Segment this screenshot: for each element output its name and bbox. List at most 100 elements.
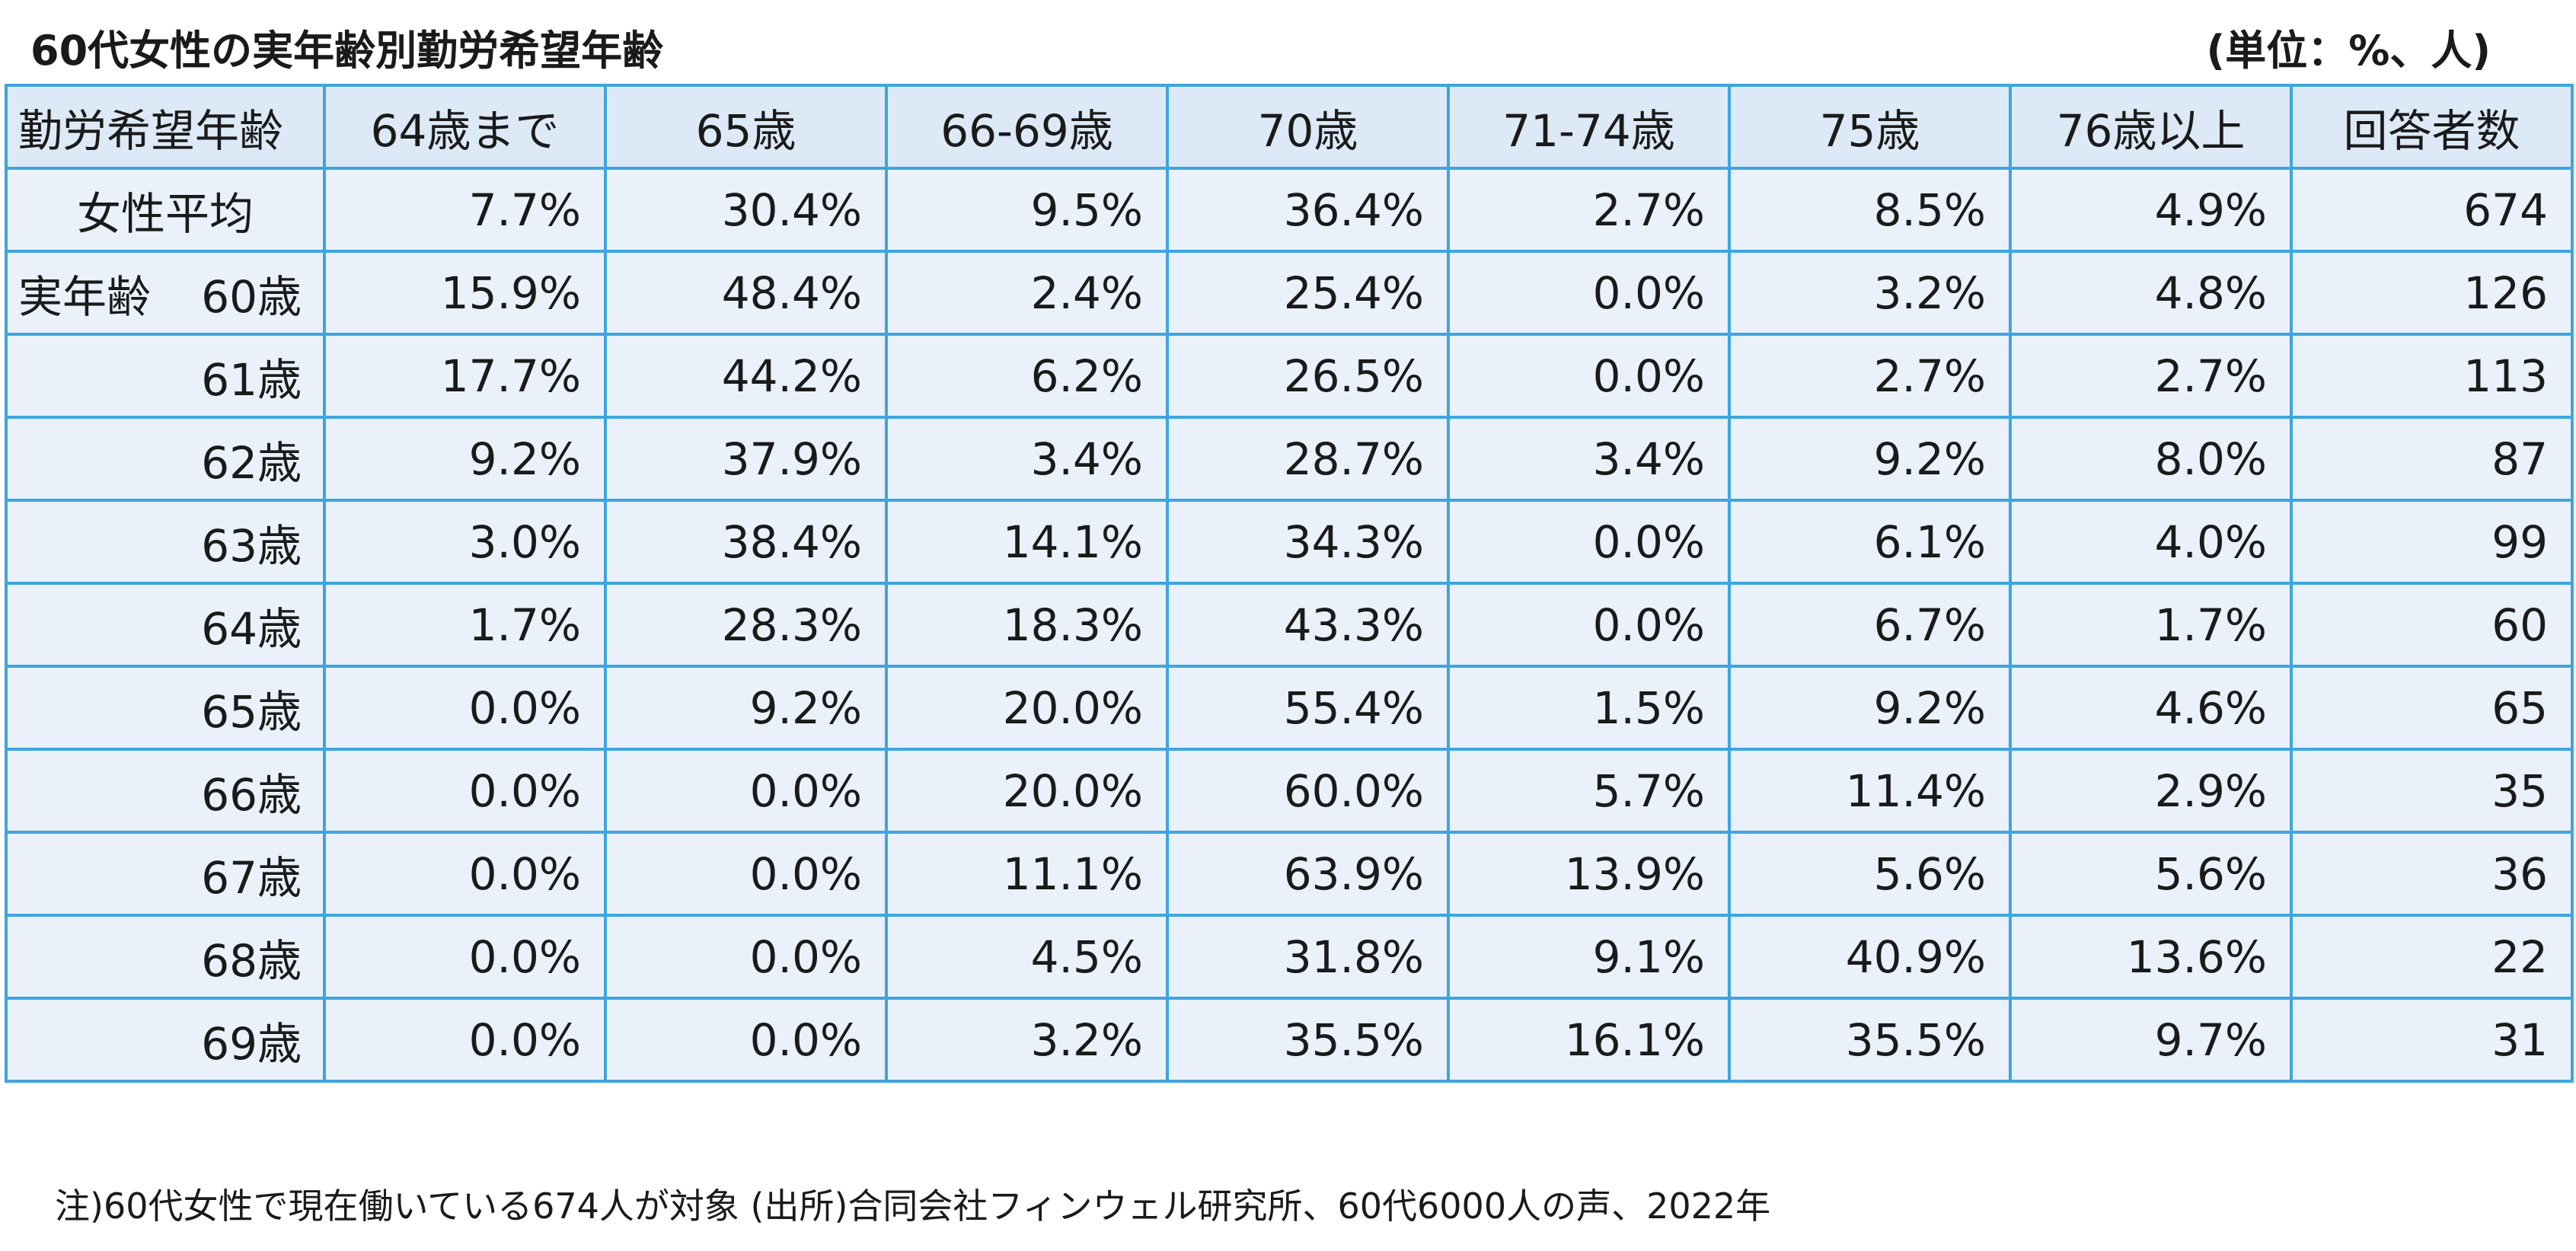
table-cell: 1.7%	[323, 582, 607, 668]
table-cell: 0.0%	[323, 665, 607, 751]
table-cell: 26.5%	[1166, 333, 1450, 419]
table-cell: 14.1%	[885, 499, 1169, 585]
row-label: 64歳	[5, 582, 326, 668]
table-cell: 28.7%	[1166, 416, 1450, 502]
table-cell: 60	[2290, 582, 2574, 668]
table-cell: 2.7%	[2009, 333, 2293, 419]
table-cell: 0.0%	[323, 997, 607, 1083]
table-cell: 11.4%	[1728, 748, 2012, 834]
table-cell: 25.4%	[1166, 250, 1450, 336]
table-cell: 9.1%	[1447, 914, 1731, 1000]
table-cell: 5.6%	[2009, 831, 2293, 917]
table-row: 64歳 1.7% 28.3% 18.3% 43.3% 0.0% 6.7% 1.7% 60	[5, 582, 2574, 668]
table-row: 62歳 9.2% 37.9% 3.4% 28.7% 3.4% 9.2% 8.0% 87	[5, 416, 2574, 502]
table-cell: 1.5%	[1447, 665, 1731, 751]
table-cell: 31.8%	[1166, 914, 1450, 1000]
table-cell: 0.0%	[1447, 250, 1731, 336]
table-cell: 30.4%	[604, 167, 888, 253]
data-table: 勤労希望年齢 64歳まで 65歳 66‑69歳 70歳 71‑74歳 75歳 76歳以上 回答者…	[5, 84, 2574, 1083]
table-cell: 3.2%	[1728, 250, 2012, 336]
table-cell: 0.0%	[323, 748, 607, 834]
table-row: 65歳 0.0% 9.2% 20.0% 55.4% 1.5% 9.2% 4.6% 65	[5, 665, 2574, 751]
table-cell: 36.4%	[1166, 167, 1450, 253]
row-label: 63歳	[5, 499, 326, 585]
table-cell: 0.0%	[1447, 582, 1731, 668]
table-cell: 2.4%	[885, 250, 1169, 336]
table-cell: 20.0%	[885, 665, 1169, 751]
column-header: 65歳	[604, 84, 888, 170]
table-cell: 2.9%	[2009, 748, 2293, 834]
table-cell: 9.2%	[323, 416, 607, 502]
row-label: 65歳	[5, 665, 326, 751]
row-group-label: 実年齢	[18, 270, 152, 323]
table-cell: 36	[2290, 831, 2574, 917]
table-cell: 99	[2290, 499, 2574, 585]
column-header: 勤労希望年齢	[5, 84, 326, 170]
table-cell: 9.5%	[885, 167, 1169, 253]
table-cell: 0.0%	[1447, 499, 1731, 585]
column-header: 回答者数	[2290, 84, 2574, 170]
table-cell: 35.5%	[1728, 997, 2012, 1083]
table-cell: 48.4%	[604, 250, 888, 336]
table-cell: 17.7%	[323, 333, 607, 419]
unit-label: (単位：%、人)	[2206, 27, 2491, 75]
table-cell: 11.1%	[885, 831, 1169, 917]
table-cell: 16.1%	[1447, 997, 1731, 1083]
table-cell: 9.2%	[1728, 665, 2012, 751]
column-header: 76歳以上	[2009, 84, 2293, 170]
table-row: 67歳 0.0% 0.0% 11.1% 63.9% 13.9% 5.6% 5.6% 36	[5, 831, 2574, 917]
table-cell: 38.4%	[604, 499, 888, 585]
table-cell: 9.2%	[604, 665, 888, 751]
table-cell: 8.0%	[2009, 416, 2293, 502]
row-label: 女性平均	[5, 167, 326, 253]
column-header: 71‑74歳	[1447, 84, 1731, 170]
column-header: 66‑69歳	[885, 84, 1169, 170]
table-cell: 3.4%	[1447, 416, 1731, 502]
column-header: 75歳	[1728, 84, 2012, 170]
table-cell: 0.0%	[604, 831, 888, 917]
row-label: 68歳	[5, 914, 326, 1000]
table-cell: 4.0%	[2009, 499, 2293, 585]
table-cell: 22	[2290, 914, 2574, 1000]
table-cell: 8.5%	[1728, 167, 2012, 253]
table-cell: 6.1%	[1728, 499, 2012, 585]
table-row: 61歳 17.7% 44.2% 6.2% 26.5% 0.0% 2.7% 2.7% 113	[5, 333, 2574, 419]
table-cell: 4.9%	[2009, 167, 2293, 253]
table-cell: 0.0%	[323, 914, 607, 1000]
table-cell: 63.9%	[1166, 831, 1450, 917]
table-cell: 3.4%	[885, 416, 1169, 502]
table-cell: 35	[2290, 748, 2574, 834]
row-label: 69歳	[5, 997, 326, 1083]
table-cell: 55.4%	[1166, 665, 1450, 751]
row-label: 実年齢 60歳	[5, 250, 326, 336]
table-cell: 6.2%	[885, 333, 1169, 419]
footnote: 注)60代女性で現在働いている674人が対象 (出所)合同会社フィンウェル研究所…	[55, 1186, 1771, 1227]
table-cell: 4.5%	[885, 914, 1169, 1000]
table-cell: 13.9%	[1447, 831, 1731, 917]
table-row: 女性平均 7.7% 30.4% 9.5% 36.4% 2.7% 8.5% 4.9% 674	[5, 167, 2574, 253]
table-cell: 87	[2290, 416, 2574, 502]
table-cell: 4.6%	[2009, 665, 2293, 751]
table-cell: 7.7%	[323, 167, 607, 253]
table-cell: 15.9%	[323, 250, 607, 336]
row-age-label: 60歳	[201, 270, 302, 323]
table-cell: 0.0%	[604, 997, 888, 1083]
table-cell: 9.7%	[2009, 997, 2293, 1083]
table-cell: 44.2%	[604, 333, 888, 419]
row-label: 66歳	[5, 748, 326, 834]
table-cell: 113	[2290, 333, 2574, 419]
table-cell: 60.0%	[1166, 748, 1450, 834]
column-header: 64歳まで	[323, 84, 607, 170]
table-row: 68歳 0.0% 0.0% 4.5% 31.8% 9.1% 40.9% 13.6% 22	[5, 914, 2574, 1000]
table-body: 女性平均 7.7% 30.4% 9.5% 36.4% 2.7% 8.5% 4.9% 674 実年齢…	[5, 167, 2574, 1083]
header-row: 勤労希望年齢 64歳まで 65歳 66‑69歳 70歳 71‑74歳 75歳 76歳以上 回答者…	[5, 84, 2574, 170]
table-cell: 5.6%	[1728, 831, 2012, 917]
table-cell: 1.7%	[2009, 582, 2293, 668]
table-cell: 0.0%	[323, 831, 607, 917]
page-title: 60代女性の実年齢別勤労希望年齢	[30, 27, 664, 75]
table-cell: 43.3%	[1166, 582, 1450, 668]
table-cell: 40.9%	[1728, 914, 2012, 1000]
table-cell: 3.0%	[323, 499, 607, 585]
table-row: 実年齢 60歳 15.9% 48.4% 2.4% 25.4% 0.0% 3.2% 4.8% 126	[5, 250, 2574, 336]
table-row: 63歳 3.0% 38.4% 14.1% 34.3% 0.0% 6.1% 4.0% 99	[5, 499, 2574, 585]
